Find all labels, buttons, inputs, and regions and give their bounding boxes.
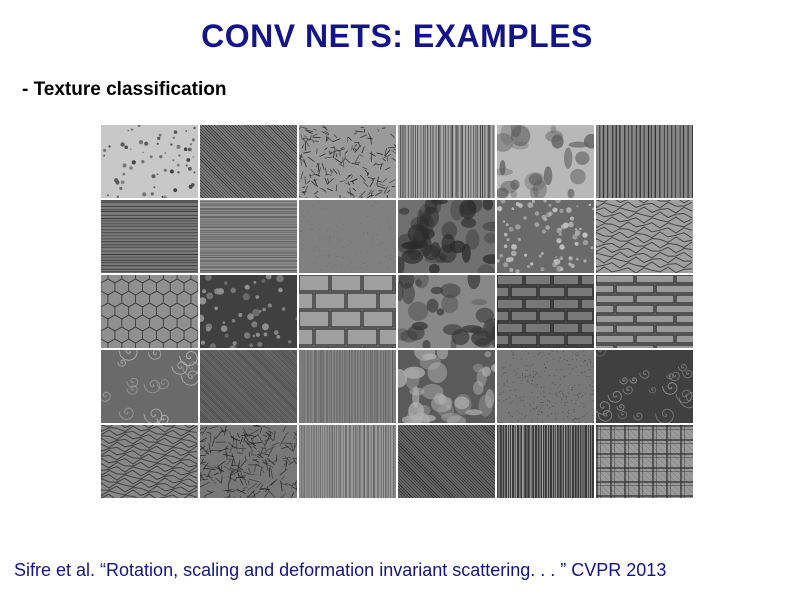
citation-caption: Sifre et al. “Rotation, scaling and defo… [14, 560, 666, 581]
texture-cell-fur [200, 425, 297, 498]
texture-cell-rock-coarse [398, 200, 495, 273]
texture-cell-gravel [497, 200, 594, 273]
texture-cell-hex-mesh [101, 275, 198, 348]
texture-cell-coral [596, 350, 693, 423]
texture-cell-pinstripe [497, 425, 594, 498]
texture-cell-diag-weave [398, 425, 495, 498]
texture-cell-fine-horizontal [200, 200, 297, 273]
texture-cell-pebbles-dark [200, 275, 297, 348]
texture-cell-cobblestone [398, 275, 495, 348]
texture-grid [101, 125, 693, 498]
slide-title: CONV NETS: EXAMPLES [0, 0, 794, 55]
texture-grid-container [0, 101, 794, 498]
texture-cell-brick-long [596, 275, 693, 348]
texture-cell-crinkle [497, 350, 594, 423]
texture-cell-brick-large [299, 275, 396, 348]
texture-cell-plaid [596, 425, 693, 498]
texture-cell-curved-stripes [101, 425, 198, 498]
slide-subtitle: - Texture classification [0, 55, 794, 101]
texture-cell-grain-vertical [299, 425, 396, 498]
texture-cell-wood-grain [596, 125, 693, 198]
texture-cell-foliage [398, 350, 495, 423]
texture-cell-knit [200, 350, 297, 423]
texture-cell-needles [299, 125, 396, 198]
texture-cell-gray-flat [299, 200, 396, 273]
texture-cell-wavy-lines [596, 200, 693, 273]
texture-cell-fine-vertical [299, 350, 396, 423]
texture-cell-leaf-vein [200, 125, 297, 198]
texture-cell-marble [497, 125, 594, 198]
texture-cell-spots-light [101, 125, 198, 198]
texture-cell-horizontal-stripe [101, 200, 198, 273]
texture-cell-brick-angled [497, 275, 594, 348]
texture-cell-vertical-bark [398, 125, 495, 198]
texture-cell-swirls [101, 350, 198, 423]
